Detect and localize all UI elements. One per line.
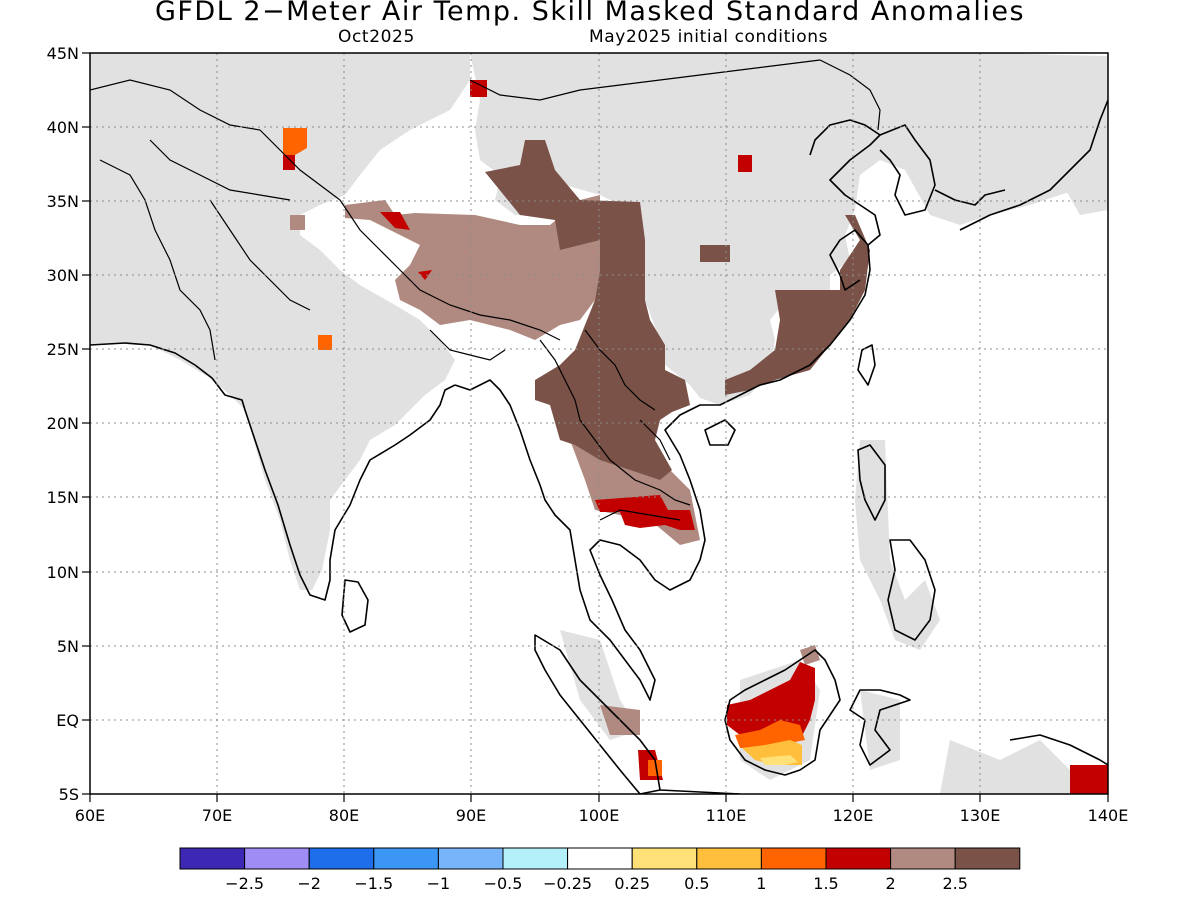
colorbar-swatch — [502, 847, 569, 870]
colorbar-swatch — [890, 847, 956, 870]
lon-tick-label: 110E — [706, 806, 747, 825]
colorbar-swatch — [244, 847, 310, 870]
latitude-labels: 45N 40N 35N 30N 25N 20N 15N 10N 5N EQ 5S — [47, 44, 79, 804]
anomaly-0-25-region — [760, 755, 798, 765]
colorbar-swatch — [696, 847, 762, 870]
colorbar-label: −2.5 — [225, 874, 264, 893]
colorbar-label: 1.5 — [813, 874, 838, 893]
tick-marks — [82, 52, 1109, 802]
lon-tick-label: 80E — [329, 806, 359, 825]
lat-tick-label: 5N — [57, 637, 79, 656]
grid-lines — [90, 53, 1108, 794]
lon-tick-label: 140E — [1088, 806, 1129, 825]
colorbar-swatch — [179, 847, 246, 870]
colorbar-swatch — [825, 847, 892, 870]
colorbar-label: 2 — [886, 874, 896, 893]
colorbar-label: −0.25 — [543, 874, 592, 893]
colorbar-swatch — [437, 847, 504, 870]
lat-tick-label: 35N — [47, 192, 79, 211]
colorbar-label: 0.5 — [684, 874, 709, 893]
coastlines — [90, 99, 1108, 794]
lat-tick-label: 30N — [47, 266, 79, 285]
colorbar-swatch — [567, 847, 633, 870]
country-borders — [90, 59, 881, 521]
map-title: GFDL 2−Meter Air Temp. Skill Masked Stan… — [154, 0, 1026, 27]
map-area — [90, 53, 1108, 794]
colorbar-label: 2.5 — [942, 874, 967, 893]
colorbar-swatch — [308, 847, 375, 870]
lat-tick-label: 10N — [47, 563, 79, 582]
lat-tick-label: 25N — [47, 340, 79, 359]
lat-tick-label: 40N — [47, 118, 79, 137]
colorbar-swatch — [373, 847, 439, 870]
colorbar-label: 1 — [756, 874, 766, 893]
longitude-labels: 60E 70E 80E 90E 100E 110E 120E 130E 140E — [75, 806, 1129, 825]
lon-tick-label: 70E — [202, 806, 232, 825]
colorbar-label: 0.25 — [614, 874, 650, 893]
lat-tick-label: EQ — [56, 711, 79, 730]
colorbar-label: −1 — [427, 874, 451, 893]
lat-tick-label: 15N — [47, 488, 79, 507]
lat-tick-label: 20N — [47, 414, 79, 433]
colorbar-swatch — [631, 847, 698, 870]
colorbar-swatch — [760, 847, 827, 870]
colorbar-swatch — [954, 847, 1021, 870]
lon-tick-label: 90E — [456, 806, 486, 825]
anomaly-2-5-region — [485, 140, 870, 480]
lon-tick-label: 120E — [833, 806, 874, 825]
lon-tick-label: 60E — [75, 806, 105, 825]
lon-tick-label: 130E — [960, 806, 1001, 825]
initial-conditions: May2025 initial conditions — [589, 27, 829, 47]
colorbar-labels: −2.5 −2 −1.5 −1 −0.5 −0.25 0.25 0.5 1 1.5 2 2.5 — [225, 874, 968, 893]
forecast-month: Oct2025 — [338, 27, 415, 47]
lat-tick-label: 5S — [59, 785, 79, 804]
lon-tick-label: 100E — [579, 806, 620, 825]
lat-tick-label: 45N — [47, 44, 79, 63]
colorbar-label: −1.5 — [354, 874, 393, 893]
colorbar-label: −0.5 — [484, 874, 523, 893]
colorbar — [179, 847, 1021, 870]
colorbar-label: −2 — [297, 874, 321, 893]
